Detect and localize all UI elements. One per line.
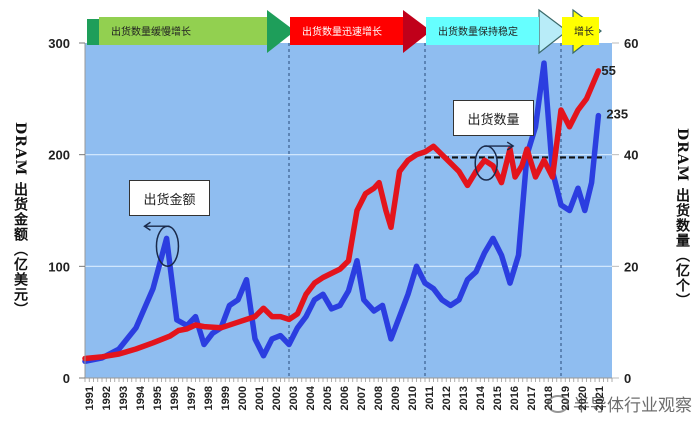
phase-box (562, 17, 599, 45)
year-label: 2010 (407, 386, 419, 410)
year-label: 2017 (526, 386, 538, 410)
revenue-end-label: 235 (606, 107, 628, 122)
series-lines (82, 60, 602, 365)
year-label: 1991 (84, 386, 96, 410)
year-label: 2006 (339, 386, 351, 410)
year-label: 2002 (271, 386, 283, 410)
year-label: 2007 (356, 386, 368, 410)
units-annotation-box: 出货数量 (453, 100, 534, 136)
year-label: 2008 (373, 386, 385, 410)
phase-label: 增长 (574, 25, 594, 38)
left-tick-label: 300 (48, 36, 70, 51)
phase-box (290, 17, 403, 45)
left-tick-label: 100 (48, 259, 70, 274)
year-label: 2015 (492, 386, 504, 410)
phase-start-marker (87, 19, 99, 45)
year-label: 2014 (475, 385, 487, 410)
year-label: 1997 (186, 386, 198, 410)
end-labels: 55 235 (601, 63, 628, 122)
year-label: 2012 (441, 386, 453, 410)
right-tick-label: 40 (624, 148, 638, 163)
year-label: 2003 (288, 386, 300, 410)
phase-label: 出货数量缓慢增长 (111, 25, 191, 38)
phase-arrows: 出货数量缓慢增长 出货数量迅速增长 出货数量保持稳定 增长 (87, 8, 602, 55)
year-label: 2013 (458, 386, 470, 410)
left-tick-label: 200 (48, 148, 70, 163)
right-tick-label: 60 (624, 36, 638, 51)
year-label: 1994 (135, 385, 147, 410)
units-line (82, 68, 602, 362)
year-label: 1996 (169, 386, 181, 410)
year-label: 2020 (577, 386, 589, 410)
axes: 0 100 200 300 0 20 40 60 1991 1992 1993 1994 1995 199… (48, 36, 638, 410)
right-axis-title: DRAM 出货数量（亿个） (674, 128, 690, 309)
year-label: 1995 (152, 386, 164, 410)
year-label: 2011 (424, 386, 436, 410)
revenue-annotation-box: 出货金额 (129, 180, 210, 216)
watermark: 半导体行业观察 (547, 391, 692, 416)
year-label: 1999 (220, 386, 232, 410)
callout-circles (143, 141, 515, 267)
phase-box (99, 17, 267, 45)
phase-label: 出货数量迅速增长 (302, 25, 382, 38)
year-label: 2016 (509, 386, 521, 410)
year-label: 1993 (118, 386, 130, 410)
wechat-icon (547, 394, 569, 413)
right-tick-label: 20 (624, 259, 638, 274)
year-label: 2009 (390, 386, 402, 410)
right-tick-label: 0 (624, 371, 631, 386)
year-label: 2001 (254, 386, 266, 410)
year-label: 2004 (305, 385, 317, 410)
year-label: 1998 (203, 386, 215, 410)
right-arrowhead-icon (506, 141, 515, 151)
phase-label: 出货数量保持稳定 (438, 25, 518, 38)
left-arrowhead-icon (143, 221, 151, 231)
watermark-text: 半导体行业观察 (573, 396, 692, 416)
units-end-label: 55 (601, 63, 615, 78)
year-label: 1992 (101, 386, 113, 410)
year-label: 2005 (322, 386, 334, 410)
revenue-line (82, 60, 602, 365)
left-tick-label: 0 (63, 371, 70, 386)
phase-dividers (288, 43, 562, 378)
year-label: 2000 (237, 386, 249, 410)
left-axis-title: DRAM 出货金额（亿美元） (12, 122, 28, 318)
phase-arrowhead (267, 10, 295, 53)
year-label: 2021 (594, 386, 606, 410)
phase-arrowhead (403, 10, 431, 53)
phase-box (426, 17, 539, 45)
